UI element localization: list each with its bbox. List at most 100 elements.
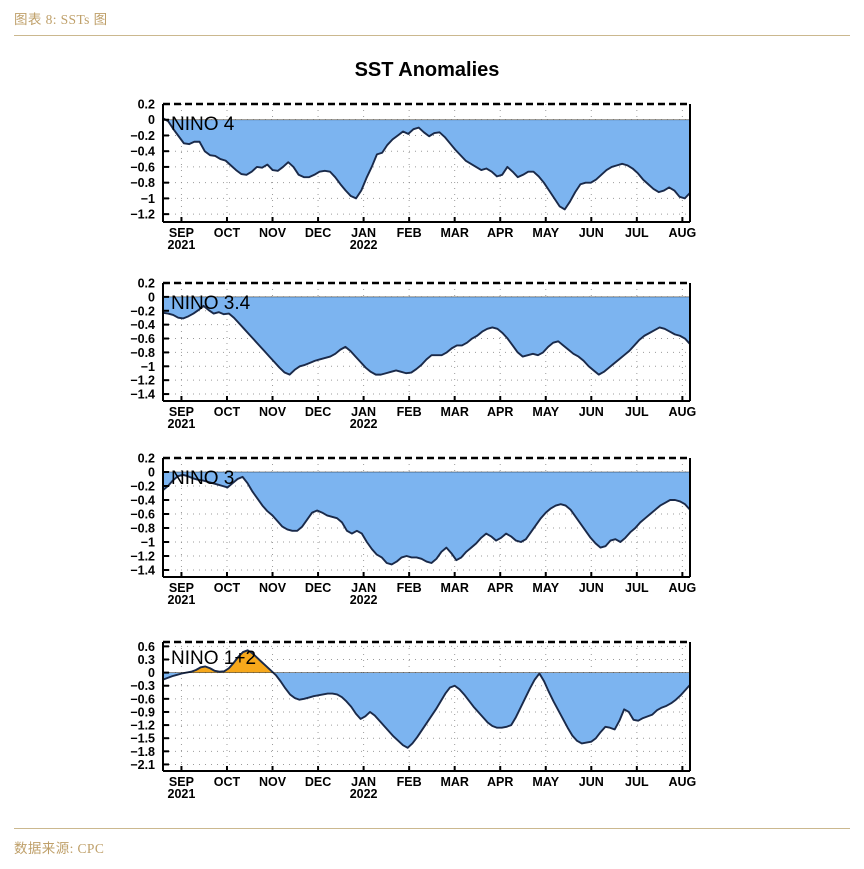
y-tick-label: −0.6 — [130, 508, 155, 522]
y-tick-label: 0.3 — [138, 653, 155, 667]
x-axis: SEP OCT NOV DEC JAN FEB MAR APR MAY JUN JUL AUG 2021… — [168, 217, 696, 252]
x-tick-label: NOV — [259, 226, 287, 240]
panel-label: NINO 1+2 — [171, 648, 256, 669]
y-tick-label: −0.6 — [130, 160, 155, 174]
x-axis: SEP OCT NOV DEC JAN FEB MAR APR MAY JUN JUL AUG 2021… — [168, 396, 696, 431]
series-line — [163, 649, 690, 749]
series-line — [163, 304, 690, 376]
x-tick-label: AUG — [668, 775, 696, 789]
y-tick-label: −0.6 — [130, 692, 155, 706]
x-tick-label: OCT — [214, 226, 241, 240]
x-year-label: 2021 — [168, 593, 196, 607]
chart-canvas: SST Anomalies 0.20−0.2−0.4−0.6−0.8−1−1.2… — [130, 59, 696, 802]
y-tick-label: 0.2 — [138, 452, 155, 466]
y-tick-label: −1.5 — [130, 732, 155, 746]
y-tick-label: −0.6 — [130, 332, 155, 346]
x-tick-label: SEP — [169, 226, 194, 240]
x-tick-label: SEP — [169, 405, 194, 419]
y-tick-label: 0 — [148, 666, 155, 680]
x-tick-label: AUG — [668, 581, 696, 595]
x-tick-label: MAY — [532, 226, 559, 240]
x-tick-label: NOV — [259, 775, 287, 789]
x-year-label: 2022 — [350, 238, 378, 252]
y-tick-label: −0.4 — [130, 494, 155, 508]
header-divider — [14, 35, 850, 36]
x-tick-label: JUL — [625, 775, 649, 789]
y-axis: 0.20−0.2−0.4−0.6−0.8−1−1.2−1.4 — [130, 277, 169, 402]
figure-footer: 数据来源: CPC — [14, 828, 850, 857]
x-tick-label: JUN — [579, 775, 604, 789]
x-tick-label: OCT — [214, 405, 241, 419]
x-tick-label: APR — [487, 405, 513, 419]
x-year-label: 2021 — [168, 417, 196, 431]
x-tick-label: JUN — [579, 581, 604, 595]
series-line — [163, 117, 690, 211]
x-tick-label: OCT — [214, 581, 241, 595]
y-tick-label: 0 — [148, 290, 155, 304]
figure-caption: 图表 8: SSTs 图 — [14, 12, 108, 27]
y-tick-label: −0.2 — [130, 304, 155, 318]
x-tick-label: MAR — [440, 775, 468, 789]
sst-anomalies-chart: SST Anomalies 0.2 0 −0.2 −0.4 −0.6 −0.8 −1 −1.2… — [0, 46, 864, 824]
x-tick-label: NOV — [259, 405, 287, 419]
x-tick-label: APR — [487, 226, 513, 240]
x-tick-label: DEC — [305, 405, 331, 419]
y-tick-label: 0.2 — [138, 98, 155, 112]
y-tick-label: −1.8 — [130, 745, 155, 759]
x-tick-label: APR — [487, 775, 513, 789]
series-fill — [163, 118, 690, 210]
y-axis: 0.20 −0.2 −0.4−0.6 −0.8 −1 −1.2 — [130, 98, 169, 222]
x-tick-label: FEB — [397, 775, 422, 789]
x-tick-label: JAN — [351, 226, 376, 240]
y-tick-label: −0.8 — [130, 522, 155, 536]
y-tick-label: −0.4 — [130, 145, 155, 159]
y-axis: 0.20−0.2−0.4−0.6−0.8−1−1.2−1.4 — [130, 452, 169, 578]
chart-panel-nino-4: 0.20 −0.2 −0.4−0.6 −0.8 −1 −1.2 SEP OCT NOV DEC JA… — [130, 98, 696, 253]
x-tick-label: MAY — [532, 581, 559, 595]
y-tick-label: −1.2 — [130, 550, 155, 564]
x-tick-label: SEP — [169, 775, 194, 789]
y-tick-label: −0.8 — [130, 176, 155, 190]
x-tick-label: FEB — [397, 226, 422, 240]
x-tick-label: JUL — [625, 405, 649, 419]
y-tick-label: −1 — [141, 360, 155, 374]
y-tick-label: −0.2 — [130, 480, 155, 494]
x-tick-label: MAY — [532, 405, 559, 419]
y-tick-label: −1.4 — [130, 388, 155, 402]
series-fill — [163, 650, 690, 748]
panel-label: NINO 4 — [171, 114, 235, 135]
y-tick-label: −1 — [141, 192, 155, 206]
y-tick-label: 0 — [148, 113, 155, 127]
x-tick-label: DEC — [305, 581, 331, 595]
x-tick-label: JUN — [579, 405, 604, 419]
x-tick-label: APR — [487, 581, 513, 595]
y-tick-label: −0.4 — [130, 318, 155, 332]
x-tick-label: SEP — [169, 581, 194, 595]
x-tick-label: AUG — [668, 226, 696, 240]
x-tick-label: NOV — [259, 581, 287, 595]
y-tick-label: −1.2 — [130, 719, 155, 733]
y-tick-label: −1.2 — [130, 374, 155, 388]
x-year-label: 2022 — [350, 593, 378, 607]
x-tick-label: MAR — [440, 405, 468, 419]
y-axis: 0.60.30−0.3−0.6−0.9−1.2−1.5−1.8−2.1 — [130, 640, 169, 772]
chart-title: SST Anomalies — [355, 59, 500, 81]
x-tick-label: FEB — [397, 581, 422, 595]
x-tick-label: JAN — [351, 775, 376, 789]
y-tick-label: −0.2 — [130, 129, 155, 143]
x-tick-label: FEB — [397, 405, 422, 419]
panel-label: NINO 3.4 — [171, 293, 251, 314]
series-line — [163, 473, 690, 566]
footer-divider — [14, 828, 850, 829]
y-tick-label: −1.2 — [130, 208, 155, 222]
x-tick-label: AUG — [668, 405, 696, 419]
x-tick-label: JAN — [351, 405, 376, 419]
x-tick-label: JUL — [625, 226, 649, 240]
x-axis: SEP OCT NOV DEC JAN FEB MAR APR MAY JUN JUL AUG 2021… — [168, 766, 696, 801]
x-tick-label: JAN — [351, 581, 376, 595]
y-tick-label: 0.6 — [138, 640, 155, 654]
